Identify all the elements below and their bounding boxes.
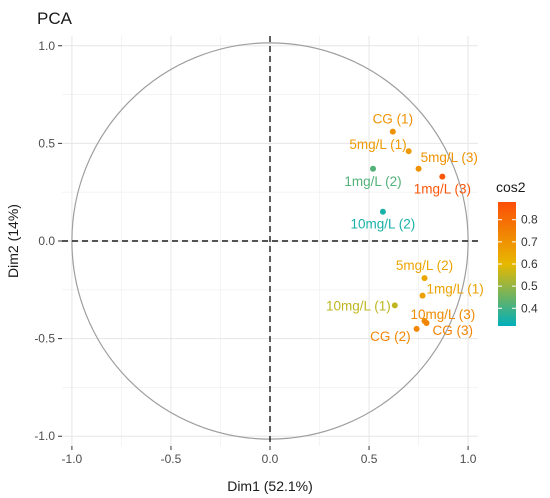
- data-point: [405, 148, 412, 155]
- legend-tick-label: 0.6: [521, 257, 538, 271]
- x-tick-label: 0.5: [361, 452, 378, 466]
- data-point: [439, 173, 446, 180]
- x-tick-label: -1.0: [62, 452, 83, 466]
- data-point: [423, 320, 430, 326]
- data-point: [413, 325, 420, 332]
- x-tick-label: -0.5: [161, 452, 182, 466]
- point-label: CG (1): [373, 112, 414, 127]
- y-axis-title: Dim2 (14%): [5, 204, 21, 278]
- point-label: 1mg/L (2): [344, 174, 401, 189]
- chart-title: PCA: [37, 9, 73, 28]
- y-axis-ticks: -1.0 -0.5 0.0 0.5 1.0: [34, 39, 62, 443]
- y-tick-label: -1.0: [34, 429, 55, 443]
- data-point: [389, 128, 396, 135]
- point-label: 5mg/L (2): [396, 258, 453, 273]
- data-point: [419, 292, 426, 299]
- legend: cos2 0.4 0.5 0.6 0.7 0.8: [496, 179, 538, 326]
- point-label: CG (3): [432, 323, 473, 338]
- data-point: [370, 165, 377, 172]
- x-axis-title: Dim1 (52.1%): [227, 478, 313, 494]
- point-label: 10mg/L (3): [411, 307, 476, 322]
- legend-colorbar: [498, 202, 516, 326]
- point-label: 10mg/L (1): [326, 298, 391, 313]
- data-point: [379, 208, 386, 215]
- data-point: [391, 302, 398, 309]
- point-label: 1mg/L (3): [414, 182, 471, 197]
- point-label: 5mg/L (1): [349, 137, 406, 152]
- x-tick-label: 1.0: [460, 452, 477, 466]
- legend-tick-label: 0.5: [521, 279, 538, 293]
- point-label: 1mg/L (1): [427, 282, 484, 297]
- legend-title: cos2: [496, 179, 526, 195]
- y-tick-label: 0.0: [38, 234, 55, 248]
- data-point: [421, 275, 428, 282]
- points-layer: [370, 128, 446, 332]
- point-label: 10mg/L (2): [351, 217, 416, 232]
- data-point: [415, 165, 422, 172]
- point-label: CG (2): [370, 329, 411, 344]
- y-tick-label: 0.5: [38, 136, 55, 150]
- point-label: 5mg/L (3): [421, 150, 478, 165]
- x-axis-ticks: -1.0 -0.5 0.0 0.5 1.0: [62, 446, 477, 466]
- legend-tick-label: 0.4: [521, 301, 538, 315]
- legend-ticks: 0.4 0.5 0.6 0.7 0.8: [498, 213, 538, 315]
- legend-tick-label: 0.8: [521, 213, 538, 227]
- y-tick-label: -0.5: [34, 332, 55, 346]
- x-tick-label: 0.0: [262, 452, 279, 466]
- y-tick-label: 1.0: [38, 39, 55, 53]
- legend-tick-label: 0.7: [521, 235, 538, 249]
- point-labels-layer: CG (1) 5mg/L (1) 5mg/L (3) 1mg/L (3) 1mg/L (…: [326, 112, 484, 344]
